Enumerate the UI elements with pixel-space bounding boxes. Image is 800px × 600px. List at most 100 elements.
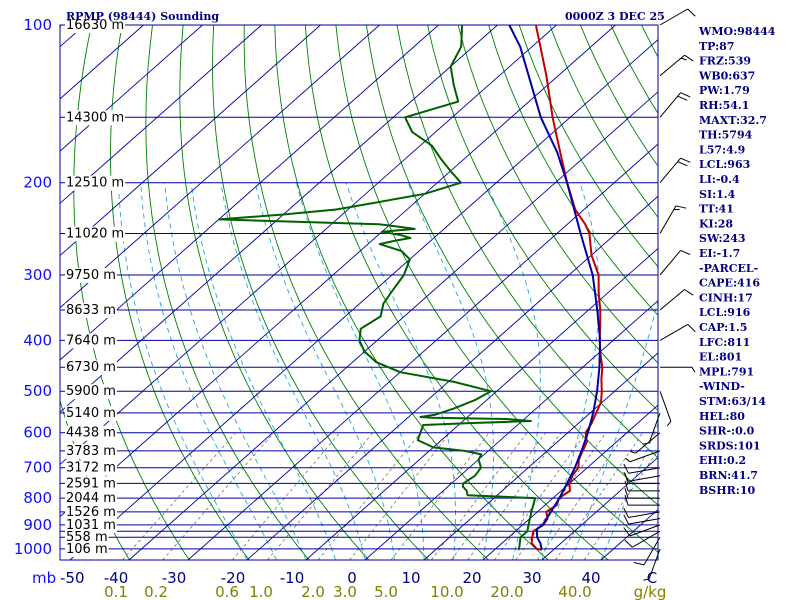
sounding-index: LCL:916 bbox=[699, 306, 751, 319]
pressure-tick-label: 300 bbox=[23, 266, 52, 284]
pressure-tick-label: 1000 bbox=[14, 540, 52, 558]
mixing-ratio-line bbox=[537, 432, 627, 560]
height-label: 558 m bbox=[66, 530, 108, 545]
sounding-index: SW:243 bbox=[699, 232, 746, 245]
wind-barb bbox=[624, 530, 661, 548]
sounding-index: KI:28 bbox=[699, 217, 733, 230]
moist-adiabat bbox=[118, 182, 248, 560]
pressure-tick-label: 600 bbox=[23, 424, 52, 442]
mixing-ratio-tick-label: 3.0 bbox=[333, 583, 357, 600]
height-label-bg bbox=[65, 460, 117, 476]
height-label: 2044 m bbox=[66, 491, 116, 506]
dry-adiabat bbox=[579, 25, 658, 167]
mixing-ratio-tick-label: 20.0 bbox=[490, 583, 523, 600]
dry-adiabat bbox=[145, 25, 310, 560]
series-layer bbox=[217, 25, 604, 551]
height-label-bg bbox=[65, 517, 117, 533]
pressure-tick-label: 700 bbox=[23, 459, 52, 477]
height-label: 6730 m bbox=[66, 360, 116, 375]
wind-barb bbox=[659, 157, 691, 184]
sounding-index: -PARCEL- bbox=[699, 262, 758, 275]
isotherm bbox=[482, 404, 658, 560]
dry-adiabat bbox=[794, 25, 800, 560]
dry-adiabat bbox=[488, 25, 658, 316]
sounding-index: BRN:41.7 bbox=[699, 469, 758, 482]
wind-barb bbox=[660, 366, 696, 373]
mixing-ratio-tick-label: 5.0 bbox=[374, 583, 398, 600]
dry-adiabat bbox=[335, 25, 658, 553]
height-label: 5140 m bbox=[66, 406, 116, 421]
height-label-bg bbox=[65, 443, 117, 459]
wind-barb bbox=[623, 514, 661, 525]
height-label-bg bbox=[65, 226, 126, 242]
sounding-index: PW:1.79 bbox=[699, 84, 750, 97]
wind-barb bbox=[643, 412, 661, 445]
sounding-index: BSHR:10 bbox=[699, 484, 755, 497]
wind-barb bbox=[659, 323, 696, 341]
mixing-ratio-line bbox=[162, 432, 275, 560]
dry-adiabat bbox=[274, 25, 549, 560]
temperature-tick-label: 10 bbox=[401, 569, 420, 587]
sounding-index: SRDS:101 bbox=[699, 439, 761, 452]
moist-adiabat bbox=[220, 182, 366, 560]
sounding-index: MAXT:32.7 bbox=[699, 114, 767, 127]
moist-adiabat bbox=[140, 182, 277, 560]
temperature-tick-label: -50 bbox=[60, 569, 85, 587]
wind-barb bbox=[633, 536, 661, 566]
height-label: 3172 m bbox=[66, 461, 116, 476]
wind-barb bbox=[659, 289, 694, 311]
wind-barb bbox=[643, 548, 661, 581]
height-label: 1031 m bbox=[66, 518, 116, 533]
wind-barb bbox=[625, 450, 661, 463]
sounding-index: -WIND- bbox=[699, 380, 745, 393]
height-label-bg bbox=[65, 476, 117, 492]
temperature-tick-label: -20 bbox=[221, 569, 246, 587]
dry-adiabat bbox=[549, 25, 658, 218]
wind-barb bbox=[659, 54, 694, 77]
height-label-bg bbox=[65, 268, 117, 283]
sounding-index: SI:1.4 bbox=[699, 188, 736, 201]
sounding-index: FRZ:539 bbox=[699, 55, 751, 68]
temperature-tick-label: C bbox=[647, 569, 657, 587]
sounding-index: EHI:0.2 bbox=[699, 454, 746, 467]
height-label-bg bbox=[65, 530, 109, 546]
height-label-bg bbox=[65, 384, 117, 400]
isotherm bbox=[187, 143, 658, 560]
sounding-time: 0000Z 3 DEC 25 bbox=[565, 10, 665, 23]
moist-adiabat bbox=[295, 182, 425, 560]
height-label: 9750 m bbox=[66, 268, 116, 283]
temperature-tick-label: -30 bbox=[162, 569, 187, 587]
pressure-tick-label: 100 bbox=[23, 16, 52, 34]
parcel-profile bbox=[508, 25, 602, 550]
sounding-index: WB0:637 bbox=[698, 69, 755, 82]
height-label-bg bbox=[65, 504, 117, 520]
wind-barb bbox=[624, 480, 660, 492]
mixing-ratio-tick-label: 1.0 bbox=[249, 583, 273, 600]
dry-adiabat bbox=[764, 25, 800, 560]
mixing-ratio-tick-label: 10.0 bbox=[430, 583, 463, 600]
sounding-index: LFC:811 bbox=[699, 336, 750, 349]
pressure-tick-label: 500 bbox=[23, 382, 52, 400]
mixing-ratio-tick-label: 0.6 bbox=[215, 583, 239, 600]
sounding-index: TH:5794 bbox=[699, 129, 753, 142]
height-label: 3783 m bbox=[66, 444, 116, 459]
moist-adiabat bbox=[345, 182, 456, 560]
pressure-tick-label: 200 bbox=[23, 174, 52, 192]
sounding-index: STM:63/14 bbox=[699, 395, 766, 408]
grid-layer bbox=[60, 25, 800, 560]
height-label-bg bbox=[65, 405, 117, 421]
sounding-index: TP:87 bbox=[699, 40, 734, 53]
wind-barb bbox=[623, 507, 661, 518]
sounding-index: EL:801 bbox=[699, 351, 742, 364]
mixing-ratio-tick-label: 40.0 bbox=[558, 583, 591, 600]
height-label-bg bbox=[65, 491, 117, 507]
height-label: 2591 m bbox=[66, 476, 116, 491]
pressure-tick-label: 800 bbox=[23, 489, 52, 507]
wind-barb bbox=[659, 391, 672, 427]
isotherm bbox=[60, 25, 321, 257]
temperature-tick-label: -10 bbox=[280, 569, 305, 587]
mixing-ratio-tick-label: 0.1 bbox=[104, 583, 128, 600]
